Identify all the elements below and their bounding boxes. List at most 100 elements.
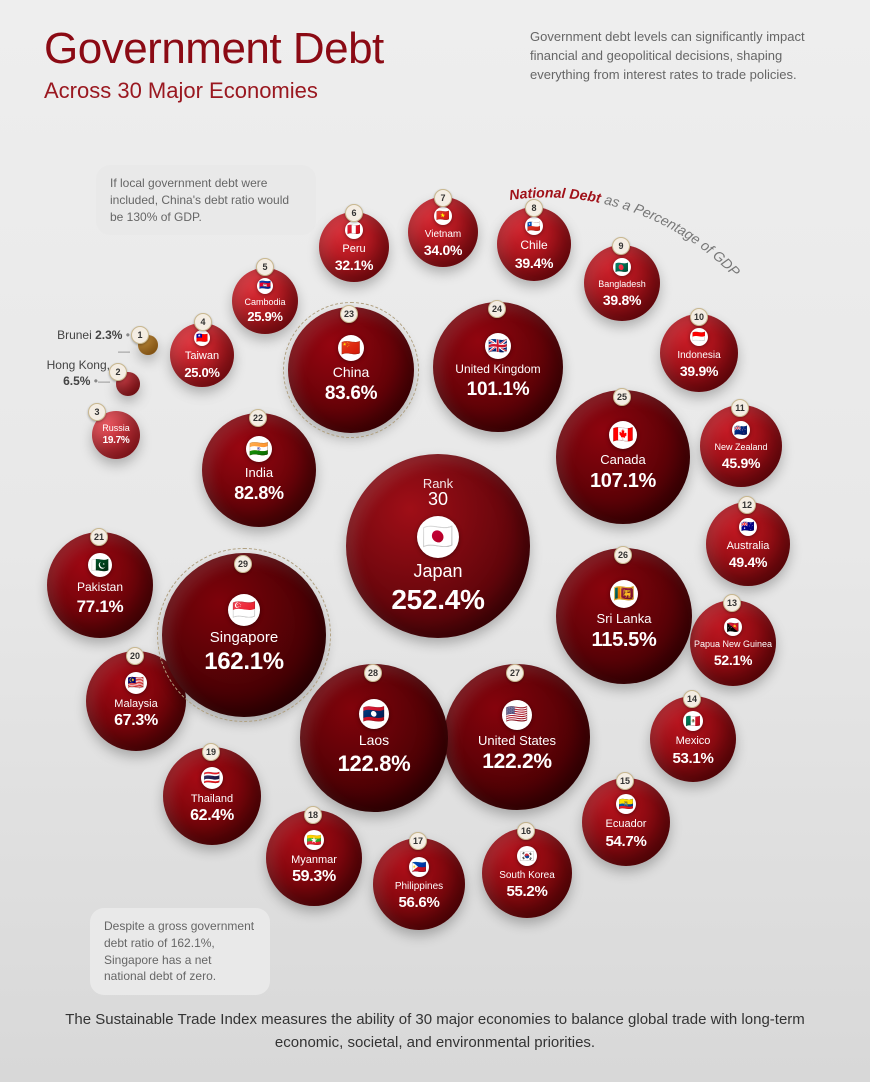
rank-badge: 9 [612, 237, 630, 255]
debt-value: 115.5% [592, 629, 657, 652]
flag-icon: 🇮🇩 [690, 328, 708, 346]
rank-badge: 1 [131, 326, 149, 344]
country-name: Bangladesh [598, 280, 646, 290]
flag-icon: 🇬🇧 [485, 333, 511, 359]
rank-badge: 18 [304, 806, 322, 824]
rank-badge: 7 [434, 189, 452, 207]
debt-value: 122.8% [338, 751, 411, 777]
rank-badge: 4 [194, 313, 212, 331]
country-name: Vietnam [425, 229, 462, 240]
debt-value: 77.1% [77, 597, 124, 617]
rank-badge: 22 [249, 409, 267, 427]
flag-icon: 🇯🇵 [417, 516, 459, 558]
debt-value: 39.9% [680, 363, 718, 379]
country-name: Papua New Guinea [694, 640, 772, 650]
country-name: Pakistan [77, 581, 123, 594]
flag-icon: 🇧🇩 [613, 258, 631, 276]
country-bubble: Rank30 🇯🇵 Japan252.4% [346, 454, 530, 638]
country-name: Sri Lanka [597, 612, 652, 626]
rank-badge: 2 [109, 363, 127, 381]
rank-number: 30 [428, 489, 448, 510]
rank-badge: 14 [683, 690, 701, 708]
dashed-ring-icon [157, 548, 331, 722]
country-name: United Kingdom [455, 363, 540, 376]
rank-badge: 11 [731, 399, 749, 417]
debt-value: 252.4% [391, 584, 484, 616]
rank-badge: 6 [345, 204, 363, 222]
rank-badge: 15 [616, 772, 634, 790]
country-bubble: 🇵🇭Philippines56.6%17 [373, 838, 465, 930]
flag-icon: 🇲🇲 [304, 830, 324, 850]
country-name: Mexico [676, 735, 711, 747]
country-bubble: 1 [138, 335, 158, 355]
bubble-chart: 12Russia19.7%3🇹🇼Taiwan25.0%4🇰🇭Cambodia25… [0, 0, 870, 1082]
country-bubble: 🇵🇬Papua New Guinea52.1%13 [690, 600, 776, 686]
country-bubble: 2 [116, 372, 140, 396]
rank-badge: 8 [525, 199, 543, 217]
flag-icon: 🇰🇭 [257, 278, 273, 294]
debt-value: 55.2% [506, 883, 547, 900]
rank-badge: 10 [690, 308, 708, 326]
debt-value: 39.8% [603, 292, 641, 308]
country-bubble: 🇬🇧United Kingdom101.1%24 [433, 302, 563, 432]
country-bubble: 🇲🇲Myanmar59.3%18 [266, 810, 362, 906]
country-bubble: 🇺🇸United States122.2%27 [444, 664, 590, 810]
debt-value: 54.7% [605, 833, 646, 850]
debt-value: 52.1% [714, 652, 752, 668]
debt-value: 25.0% [184, 365, 219, 380]
country-bubble: 🇱🇦Laos122.8%28 [300, 664, 448, 812]
country-bubble: 🇰🇷South Korea55.2%16 [482, 828, 572, 918]
country-name: Myanmar [291, 854, 337, 866]
country-name: Russia [102, 424, 130, 434]
country-bubble: 🇨🇳China83.6%23 [288, 307, 414, 433]
debt-value: 25.9% [247, 309, 282, 324]
country-bubble: 🇸🇬Singapore162.1%29 [162, 553, 326, 717]
rank-badge: 27 [506, 664, 524, 682]
country-bubble: 🇨🇱Chile39.4%8 [497, 207, 571, 281]
flag-icon: 🇨🇦 [609, 421, 637, 449]
country-bubble: 🇮🇩Indonesia39.9%10 [660, 314, 738, 392]
rank-label: Rank [423, 476, 453, 491]
country-name: Japan [413, 562, 462, 582]
flag-icon: 🇲🇽 [683, 711, 703, 731]
rank-badge: 5 [256, 258, 274, 276]
flag-icon: 🇹🇼 [194, 330, 210, 346]
flag-icon: 🇲🇾 [125, 672, 147, 694]
country-name: Cambodia [244, 298, 285, 308]
country-bubble: 🇹🇭Thailand62.4%19 [163, 747, 261, 845]
country-bubble: 🇻🇳Vietnam34.0%7 [408, 197, 478, 267]
rank-badge: 3 [88, 403, 106, 421]
flag-icon: 🇦🇺 [739, 518, 757, 536]
debt-value: 32.1% [335, 257, 373, 273]
rank-badge: 28 [364, 664, 382, 682]
rank-badge: 12 [738, 496, 756, 514]
rank-badge: 23 [340, 305, 358, 323]
debt-value: 45.9% [722, 455, 760, 471]
flag-icon: 🇪🇨 [616, 794, 636, 814]
rank-badge: 24 [488, 300, 506, 318]
country-name: Philippines [395, 881, 443, 892]
country-name: Ecuador [606, 818, 647, 830]
country-name: Thailand [191, 793, 233, 805]
debt-value: 59.3% [292, 868, 336, 886]
flag-icon: 🇵🇪 [345, 221, 363, 239]
country-name: Taiwan [185, 350, 219, 362]
rank-badge: 20 [126, 647, 144, 665]
country-name: South Korea [499, 870, 555, 881]
footer-text: The Sustainable Trade Index measures the… [60, 1009, 810, 1054]
debt-value: 56.6% [398, 894, 439, 911]
country-bubble: 🇦🇺Australia49.4%12 [706, 502, 790, 586]
flag-icon: 🇻🇳 [434, 207, 452, 225]
rank-badge: 17 [409, 832, 427, 850]
country-bubble: 🇪🇨Ecuador54.7%15 [582, 778, 670, 866]
country-name: New Zealand [714, 443, 767, 453]
rank-badge: 13 [723, 594, 741, 612]
country-bubble: 🇱🇰Sri Lanka115.5%26 [556, 548, 692, 684]
flag-icon: 🇵🇬 [724, 618, 742, 636]
country-bubble: 🇧🇩Bangladesh39.8%9 [584, 245, 660, 321]
country-bubble: 🇲🇽Mexico53.1%14 [650, 696, 736, 782]
flag-icon: 🇮🇳 [246, 436, 272, 462]
country-name: Canada [600, 453, 646, 467]
debt-value: 82.8% [234, 483, 284, 504]
debt-value: 122.2% [482, 750, 551, 774]
